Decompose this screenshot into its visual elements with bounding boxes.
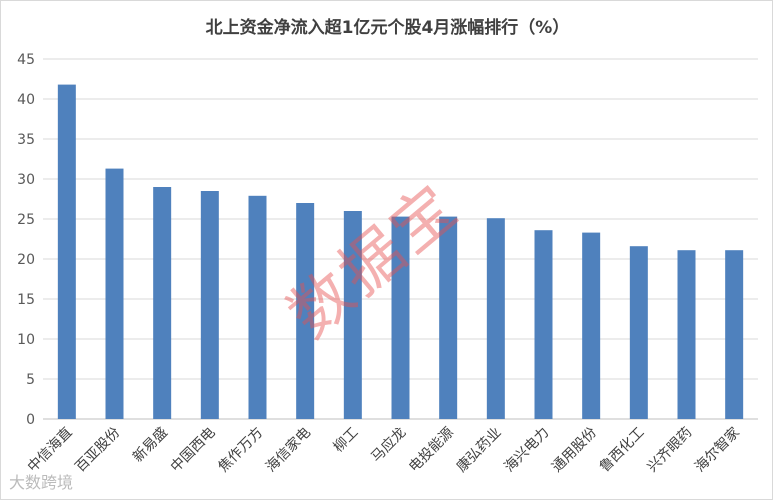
x-tick-label: 柳工 xyxy=(330,424,362,456)
bar xyxy=(153,187,172,419)
x-tick-label: 康弘药业 xyxy=(453,424,505,476)
bar xyxy=(248,195,267,419)
x-tick-label: 中信海直 xyxy=(24,424,76,476)
y-tick-label: 5 xyxy=(26,372,35,388)
x-tick-label: 通用股份 xyxy=(549,425,600,476)
bar xyxy=(343,211,362,419)
chart-title: 北上资金净流入超1亿元个股4月涨幅排行（%） xyxy=(205,18,570,38)
bar xyxy=(296,203,315,419)
x-tick-label: 鲁西化工 xyxy=(597,425,648,476)
bar xyxy=(582,232,601,419)
y-tick-label: 25 xyxy=(17,212,35,228)
x-tick-label: 海尔智家 xyxy=(691,424,743,476)
x-tick-label: 焦作万方 xyxy=(215,425,266,476)
x-tick-label: 中国西电 xyxy=(168,425,219,476)
x-tick-label: 海信家电 xyxy=(262,424,314,476)
y-tick-label: 20 xyxy=(17,252,35,268)
y-tick-label: 0 xyxy=(26,412,35,428)
x-tick-label: 海兴电力 xyxy=(501,425,552,476)
y-tick-label: 35 xyxy=(17,132,35,148)
bar xyxy=(486,218,505,419)
bar xyxy=(200,191,219,419)
x-tick-label: 电投能源 xyxy=(406,425,457,476)
x-tick-label: 百亚股份 xyxy=(72,425,123,476)
bar xyxy=(105,168,124,419)
x-tick-label: 兴齐眼药 xyxy=(644,425,695,476)
y-tick-label: 15 xyxy=(17,292,35,308)
x-tick-label: 新易盛 xyxy=(130,425,171,466)
y-tick-label: 45 xyxy=(17,52,35,68)
bar xyxy=(439,216,458,419)
y-tick-label: 30 xyxy=(17,172,35,188)
bar xyxy=(677,250,696,419)
bar xyxy=(725,250,744,419)
logo: 大数跨境 xyxy=(9,473,74,492)
bar xyxy=(391,216,410,419)
bar xyxy=(57,84,76,419)
y-tick-label: 10 xyxy=(17,332,35,348)
bar xyxy=(629,246,648,419)
y-tick-label: 40 xyxy=(17,92,35,108)
bar xyxy=(534,230,553,419)
x-tick-label: 马应龙 xyxy=(368,424,410,466)
